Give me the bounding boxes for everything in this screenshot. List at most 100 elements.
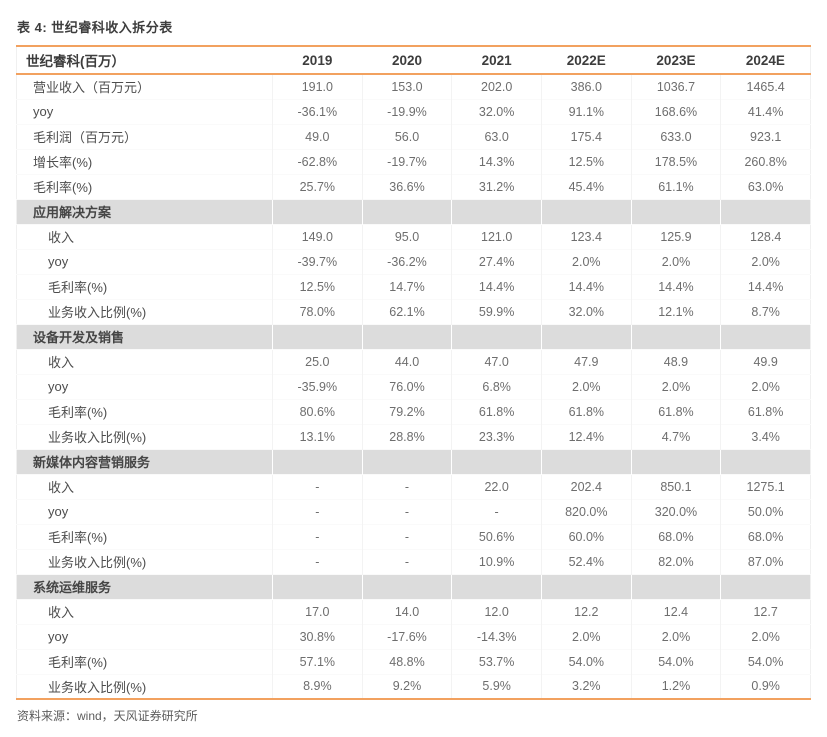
value-cell: 25.7%: [272, 174, 363, 199]
value-cell: 2.0%: [720, 624, 811, 649]
value-cell: 61.8%: [451, 399, 542, 424]
value-cell: -36.1%: [272, 99, 363, 124]
value-cell: 178.5%: [630, 149, 721, 174]
value-cell: -: [451, 499, 542, 524]
year-header: 2024E: [745, 52, 785, 68]
value-cell: 9.2%: [361, 674, 452, 699]
value-cell: 10.9%: [451, 549, 542, 574]
table-row: 收入 17.0 14.0 12.0 12.2 12.4 12.7: [16, 599, 811, 624]
section-row: 应用解决方案: [16, 199, 811, 224]
value-cell: -: [272, 474, 363, 499]
row-label: 毛利率(%): [48, 280, 108, 295]
section-cell: [272, 324, 363, 349]
value-cell: 2.0%: [630, 624, 721, 649]
section-cell: [451, 574, 542, 599]
table-row: 业务收入比例(%) - -10.9% 52.4% 82.0% 87.0%: [16, 549, 811, 574]
value-cell: 31.2%: [451, 174, 542, 199]
value-cell: 8.9%: [272, 674, 363, 699]
value-cell: 6.8%: [451, 374, 542, 399]
row-label: 收入: [48, 605, 75, 620]
row-label: 收入: [48, 355, 75, 370]
row-label: yoy: [48, 379, 69, 394]
value-cell: 153.0: [361, 74, 452, 99]
table-row: yoy -39.7% -36.2% 27.4% 2.0% 2.0% 2.0%: [16, 249, 811, 274]
row-label: 毛利润（百万元）: [33, 130, 138, 145]
value-cell: 45.4%: [540, 174, 632, 199]
value-cell: 12.0: [451, 599, 542, 624]
table-row: 收入 149.0 95.0 121.0 123.4 125.9 128.4: [16, 224, 811, 249]
section-cell: [540, 449, 632, 474]
row-label: yoy: [48, 629, 69, 644]
value-cell: -: [361, 524, 452, 549]
value-cell: 2.0%: [630, 374, 721, 399]
value-cell: 820.0%: [540, 499, 632, 524]
table-row: 业务收入比例(%) 8.9% 9.2% 5.9% 3.2% 1.2% 0.9%: [16, 674, 811, 699]
value-cell: 63.0: [451, 124, 542, 149]
value-cell: 49.9: [720, 349, 811, 374]
value-cell: 633.0: [630, 124, 721, 149]
value-cell: 5.9%: [451, 674, 542, 699]
section-cell: [272, 574, 363, 599]
value-cell: 32.0%: [451, 99, 542, 124]
section-cell: [451, 199, 542, 224]
year-header: 2021: [481, 52, 512, 68]
value-cell: 2.0%: [540, 374, 632, 399]
value-cell: 12.7: [720, 599, 811, 624]
header-row: 世纪睿科(百万） 2019 2020 2021 2022E 2023E 2024E: [16, 46, 811, 74]
year-header: 2022E: [566, 52, 606, 68]
value-cell: 57.1%: [272, 649, 363, 674]
value-cell: 8.7%: [720, 299, 811, 324]
value-cell: 2.0%: [540, 624, 632, 649]
value-cell: 47.9: [540, 349, 632, 374]
row-label: 业务收入比例(%): [48, 679, 147, 695]
value-cell: 49.0: [272, 124, 363, 149]
value-cell: -: [272, 499, 363, 524]
value-cell: 61.8%: [630, 399, 721, 424]
table-row: 增长率(%) -62.8% -19.7% 14.3% 12.5% 178.5% 260.8%: [16, 149, 811, 174]
value-cell: 14.4%: [630, 274, 721, 299]
value-cell: 12.4%: [540, 424, 632, 449]
value-cell: 80.6%: [272, 399, 363, 424]
value-cell: -19.7%: [361, 149, 452, 174]
section-cell: [630, 199, 721, 224]
table-row: yoy -35.9% 76.0% 6.8% 2.0% 2.0% 2.0%: [16, 374, 811, 399]
value-cell: 56.0: [361, 124, 452, 149]
table-row: 毛利润（百万元） 49.0 56.0 63.0 175.4 633.0 923.1: [16, 124, 811, 149]
row-label: 收入: [48, 230, 75, 245]
value-cell: 82.0%: [630, 549, 721, 574]
value-cell: 12.4: [630, 599, 721, 624]
row-label: yoy: [48, 504, 69, 519]
table-title: 表 4: 世纪睿科收入拆分表: [17, 20, 173, 35]
table-row: yoy - - -820.0% 320.0% 50.0%: [16, 499, 811, 524]
value-cell: 260.8%: [720, 149, 811, 174]
table-row: 业务收入比例(%) 78.0% 62.1% 59.9% 32.0% 12.1% 8.7%: [16, 299, 811, 324]
section-label: 设备开发及销售: [33, 330, 125, 345]
value-cell: 76.0%: [361, 374, 452, 399]
value-cell: 61.8%: [540, 399, 632, 424]
value-cell: 1036.7: [630, 74, 721, 99]
value-cell: 91.1%: [540, 99, 632, 124]
section-cell: [540, 199, 632, 224]
section-cell: [451, 449, 542, 474]
value-cell: 1.2%: [630, 674, 721, 699]
row-label: 营业收入（百万元）: [33, 80, 151, 96]
year-header: 2019: [302, 52, 333, 68]
value-cell: 2.0%: [540, 249, 632, 274]
value-cell: 123.4: [540, 224, 632, 249]
value-cell: 4.7%: [630, 424, 721, 449]
value-cell: 320.0%: [630, 499, 721, 524]
table-row: 业务收入比例(%) 13.1% 28.8% 23.3% 12.4% 4.7% 3.4%: [16, 424, 811, 449]
section-cell: [540, 324, 632, 349]
value-cell: 2.0%: [720, 249, 811, 274]
value-cell: 79.2%: [361, 399, 452, 424]
value-cell: -: [272, 524, 363, 549]
value-cell: 30.8%: [272, 624, 363, 649]
value-cell: 149.0: [272, 224, 363, 249]
value-cell: 121.0: [451, 224, 542, 249]
value-cell: -19.9%: [361, 99, 452, 124]
value-cell: 3.2%: [540, 674, 632, 699]
section-label: 应用解决方案: [33, 205, 112, 220]
value-cell: 50.0%: [720, 499, 811, 524]
value-cell: 2.0%: [630, 249, 721, 274]
year-header: 2023E: [656, 52, 696, 68]
